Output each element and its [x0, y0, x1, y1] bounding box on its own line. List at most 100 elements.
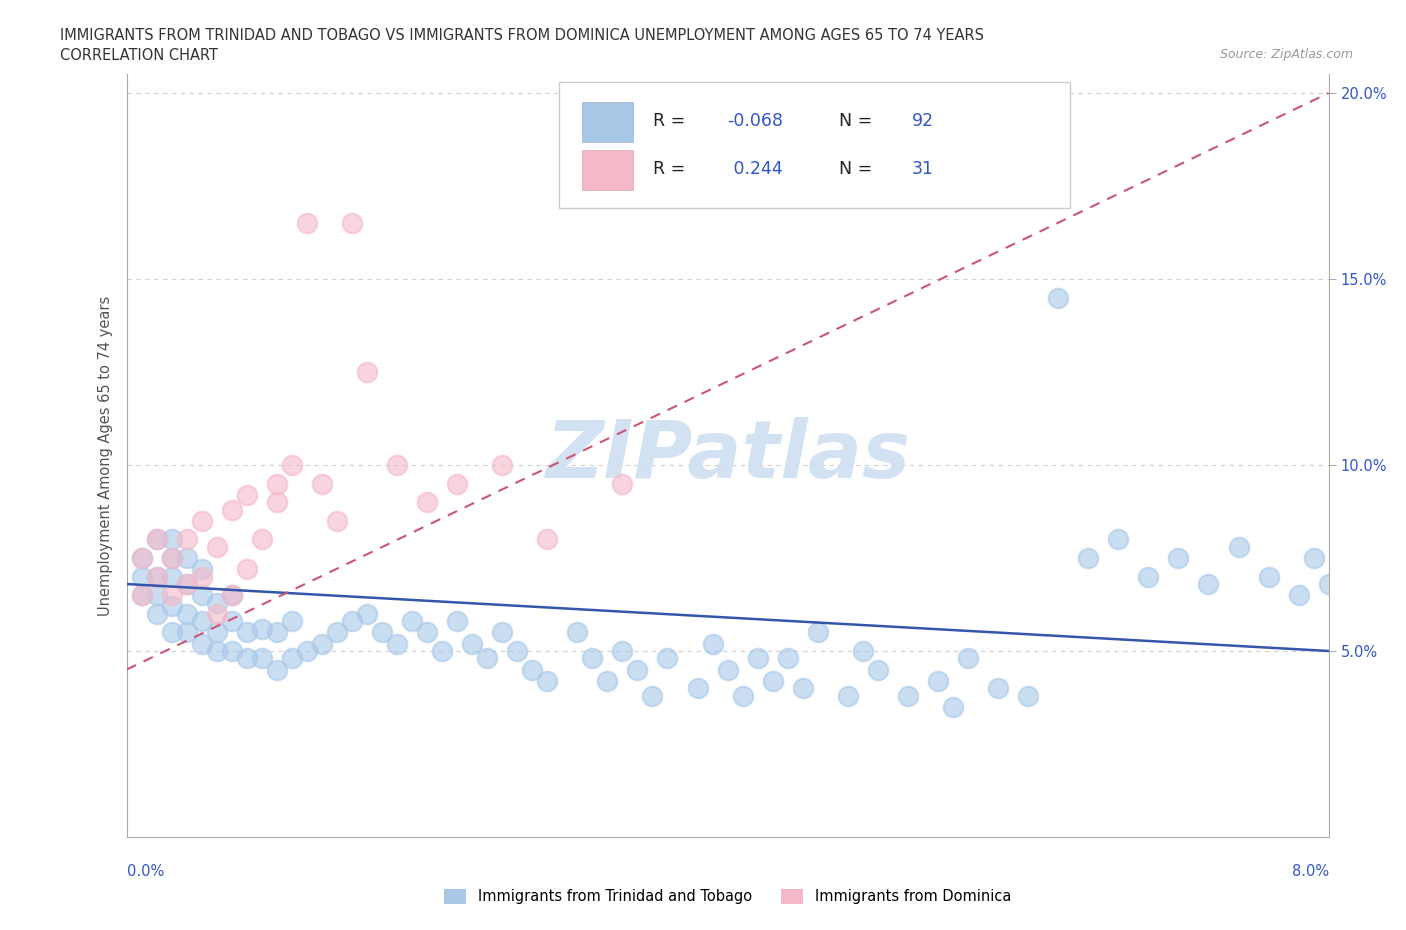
Point	[160, 599, 183, 614]
Point	[491, 458, 513, 472]
Point	[657, 651, 679, 666]
Point	[131, 569, 153, 584]
Point	[581, 651, 603, 666]
FancyBboxPatch shape	[582, 150, 633, 190]
Point	[536, 673, 558, 688]
Point	[176, 551, 198, 565]
Point	[266, 476, 288, 491]
Point	[626, 662, 648, 677]
Point	[131, 588, 153, 603]
Point	[446, 614, 468, 629]
Point	[145, 532, 167, 547]
Text: 0.0%: 0.0%	[127, 864, 163, 879]
Point	[235, 487, 259, 502]
Point	[326, 513, 349, 528]
Point	[506, 644, 529, 658]
Point	[145, 569, 167, 584]
Point	[340, 614, 363, 629]
Point	[401, 614, 423, 629]
Point	[1077, 551, 1099, 565]
Text: Source: ZipAtlas.com: Source: ZipAtlas.com	[1219, 48, 1353, 61]
Point	[612, 476, 634, 491]
Point	[160, 532, 183, 547]
Point	[1197, 577, 1219, 591]
Point	[475, 651, 498, 666]
Text: IMMIGRANTS FROM TRINIDAD AND TOBAGO VS IMMIGRANTS FROM DOMINICA UNEMPLOYMENT AMO: IMMIGRANTS FROM TRINIDAD AND TOBAGO VS I…	[60, 28, 984, 43]
Text: 31: 31	[911, 160, 934, 178]
Point	[416, 625, 439, 640]
Text: N =: N =	[839, 160, 873, 178]
Point	[221, 588, 243, 603]
Point	[491, 625, 513, 640]
Point	[311, 476, 333, 491]
Point	[266, 625, 288, 640]
Point	[1017, 688, 1039, 703]
Point	[1317, 577, 1340, 591]
Point	[250, 532, 273, 547]
Point	[160, 588, 183, 603]
Point	[131, 551, 153, 565]
Point	[641, 688, 664, 703]
Point	[596, 673, 619, 688]
Point	[522, 662, 544, 677]
Point	[837, 688, 859, 703]
Point	[221, 588, 243, 603]
Point	[1302, 551, 1324, 565]
Point	[1392, 725, 1406, 740]
Point	[176, 577, 198, 591]
Point	[385, 636, 408, 651]
Point	[205, 625, 228, 640]
Point	[176, 532, 198, 547]
Point	[1333, 718, 1355, 733]
Point	[205, 644, 228, 658]
Text: 92: 92	[911, 112, 934, 130]
Point	[205, 606, 228, 621]
Point	[776, 651, 799, 666]
Point	[1288, 588, 1310, 603]
FancyBboxPatch shape	[582, 102, 633, 141]
Y-axis label: Unemployment Among Ages 65 to 74 years: Unemployment Among Ages 65 to 74 years	[97, 296, 112, 616]
Point	[1362, 711, 1385, 725]
Point	[160, 625, 183, 640]
Point	[235, 625, 259, 640]
Point	[160, 551, 183, 565]
Point	[221, 502, 243, 517]
Point	[792, 681, 814, 696]
Point	[1227, 539, 1250, 554]
Point	[160, 569, 183, 584]
Point	[716, 662, 740, 677]
Point	[612, 644, 634, 658]
FancyBboxPatch shape	[560, 82, 1070, 208]
Point	[190, 636, 212, 651]
Point	[235, 651, 259, 666]
Text: R =: R =	[652, 160, 685, 178]
Text: 0.244: 0.244	[728, 160, 782, 178]
Point	[340, 216, 363, 231]
Point	[1047, 290, 1070, 305]
Point	[281, 458, 304, 472]
Point	[702, 636, 724, 651]
Point	[731, 688, 754, 703]
Point	[311, 636, 333, 651]
Point	[295, 644, 318, 658]
Point	[266, 662, 288, 677]
Point	[221, 644, 243, 658]
Point	[897, 688, 920, 703]
Point	[266, 495, 288, 510]
Point	[385, 458, 408, 472]
Point	[686, 681, 709, 696]
Point	[190, 569, 212, 584]
Point	[807, 625, 830, 640]
Text: CORRELATION CHART: CORRELATION CHART	[60, 48, 218, 63]
Point	[866, 662, 889, 677]
Point	[1107, 532, 1129, 547]
Point	[747, 651, 769, 666]
Point	[250, 621, 273, 636]
Point	[852, 644, 875, 658]
Point	[281, 614, 304, 629]
Point	[176, 577, 198, 591]
Point	[190, 614, 212, 629]
Point	[190, 513, 212, 528]
Point	[145, 532, 167, 547]
Point	[131, 551, 153, 565]
